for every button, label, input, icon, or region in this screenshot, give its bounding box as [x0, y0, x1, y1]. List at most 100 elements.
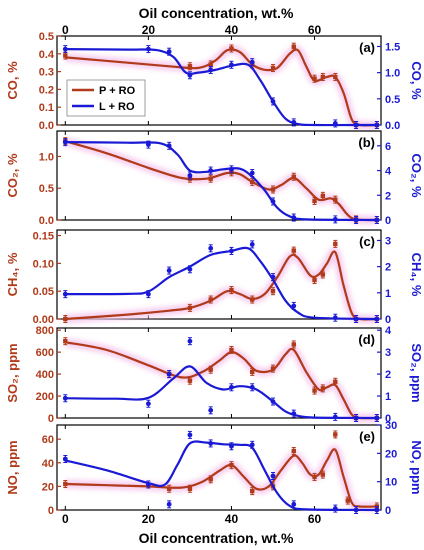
- bottom-x-tick-label: 20: [142, 512, 156, 526]
- data-point-p-ro: [63, 481, 68, 487]
- data-point-l-ro: [229, 166, 234, 172]
- data-point-p-ro: [333, 379, 338, 384]
- panel-d: 0 200 400 600 800 0 1 2 3 4 SO₂, ppm SO₂, ppm (d): [5, 325, 424, 425]
- data-point-l-ro: [291, 303, 297, 309]
- data-point-l-ro: [145, 482, 151, 487]
- panel-label: (d): [358, 332, 375, 347]
- data-point-l-ro: [270, 399, 276, 404]
- right-tick-label: 2: [385, 262, 391, 274]
- data-point-p-ro: [312, 277, 317, 283]
- right-tick-label: 0: [385, 505, 391, 517]
- data-point-l-ro: [145, 291, 151, 297]
- data-point-l-ro: [291, 411, 297, 417]
- data-point-p-ro: [333, 241, 338, 247]
- data-point-l-ro: [145, 142, 151, 147]
- plot-frame: [56, 229, 382, 320]
- panel-c: 0.00 0.05 0.10 0.15 0 1 2 3 CH₄, % CH₄, % (c): [5, 229, 424, 326]
- left-tick-label: 0.4: [39, 49, 55, 61]
- plot-frame: [56, 327, 382, 419]
- left-tick-label: 0.15: [33, 231, 54, 243]
- data-point-l-ro: [374, 316, 380, 322]
- data-point-l-ro: [62, 46, 68, 52]
- right-tick-label: 30: [385, 420, 397, 432]
- left-tick-label: 0.1: [39, 102, 54, 114]
- right-axis-title: NO, ppm: [409, 440, 424, 494]
- data-point-l-ro: [332, 121, 338, 126]
- data-point-l-ro: [62, 456, 68, 462]
- data-point-p-ro: [270, 187, 276, 192]
- data-point-p-ro: [250, 488, 255, 494]
- right-tick-label: 1: [385, 288, 391, 300]
- top-x-tick-label: 20: [142, 23, 156, 37]
- data-point-p-ro: [208, 62, 213, 67]
- data-point-l-ro: [353, 507, 359, 513]
- data-point-l-ro: [166, 49, 172, 55]
- data-point-l-ro: [187, 173, 193, 178]
- right-tick-label: 0.5: [385, 94, 400, 106]
- data-point-p-ro: [333, 74, 338, 80]
- data-point-l-ro: [187, 432, 193, 438]
- data-point-p-ro: [63, 338, 68, 344]
- data-point-l-ro: [166, 371, 172, 377]
- data-point-p-ro: [320, 193, 326, 199]
- data-point-p-ro: [320, 472, 326, 477]
- data-point-p-ro: [345, 498, 350, 503]
- series-line-p-ro: [65, 448, 377, 508]
- top-axis-title: Oil concentration, wt.%: [139, 5, 294, 21]
- data-point-p-ro: [166, 486, 172, 491]
- left-axis-title: CH₄, %: [5, 252, 20, 296]
- left-axis-title: SO₂, ppm: [5, 343, 20, 402]
- data-point-p-ro: [291, 248, 296, 253]
- right-tick-label: 6: [385, 141, 391, 153]
- panels-group: 0 20 40 600.00.10.20.30.40.50.00.51.01.5CO,…: [5, 23, 424, 526]
- data-point-p-ro: [187, 64, 193, 69]
- data-point-l-ro: [187, 338, 193, 344]
- data-point-l-ro: [166, 268, 172, 273]
- data-point-l-ro: [208, 245, 214, 251]
- data-point-p-ro: [291, 174, 296, 179]
- series-line-p-ro: [65, 341, 377, 420]
- left-tick-label: 0.10: [33, 258, 54, 270]
- data-point-p-ro: [320, 386, 326, 391]
- data-point-p-ro: [229, 287, 234, 293]
- right-axis-title: CO, %: [409, 61, 424, 100]
- right-tick-label: 20: [385, 448, 397, 460]
- legend-label: P + RO: [99, 85, 136, 97]
- top-x-tick-label: 0: [62, 23, 69, 37]
- legend-box: [66, 79, 146, 117]
- right-tick-label: 2: [385, 190, 391, 202]
- left-tick-label: 600: [36, 347, 54, 359]
- data-point-l-ro: [353, 217, 359, 223]
- right-tick-label: 1.5: [385, 41, 400, 53]
- data-point-p-ro: [250, 297, 255, 302]
- data-point-l-ro: [208, 407, 214, 413]
- data-point-p-ro: [312, 388, 317, 393]
- data-point-l-ro: [291, 119, 297, 125]
- panel-label: (c): [359, 234, 375, 249]
- left-tick-label: 0.05: [33, 286, 54, 298]
- data-point-l-ro: [208, 168, 214, 173]
- data-point-l-ro: [332, 315, 338, 321]
- data-point-p-ro: [187, 486, 193, 491]
- data-point-l-ro: [249, 170, 255, 176]
- data-point-l-ro: [187, 266, 193, 272]
- data-point-l-ro: [62, 395, 68, 401]
- panel-b: 0.0 0.5 1.0 0 2 4 6 CO₂, % CO₂, % (b): [5, 130, 424, 227]
- data-point-p-ro: [312, 198, 317, 204]
- left-tick-label: 400: [36, 369, 54, 381]
- right-tick-label: 3: [385, 235, 391, 247]
- data-point-p-ro: [208, 477, 213, 482]
- data-point-p-ro: [291, 342, 296, 347]
- right-tick-label: 10: [385, 477, 397, 489]
- right-tick-label: 0: [385, 314, 391, 326]
- data-point-p-ro: [312, 474, 317, 480]
- data-point-p-ro: [229, 347, 234, 353]
- left-tick-label: 0.0: [39, 215, 54, 227]
- data-point-p-ro: [229, 462, 234, 468]
- legend-label: L + RO: [99, 101, 135, 113]
- left-axis-title: NO, ppm: [5, 440, 20, 494]
- data-point-l-ro: [208, 67, 214, 73]
- data-point-l-ro: [353, 122, 359, 128]
- right-tick-label: 2: [385, 369, 391, 381]
- left-tick-label: 0.00: [33, 314, 54, 326]
